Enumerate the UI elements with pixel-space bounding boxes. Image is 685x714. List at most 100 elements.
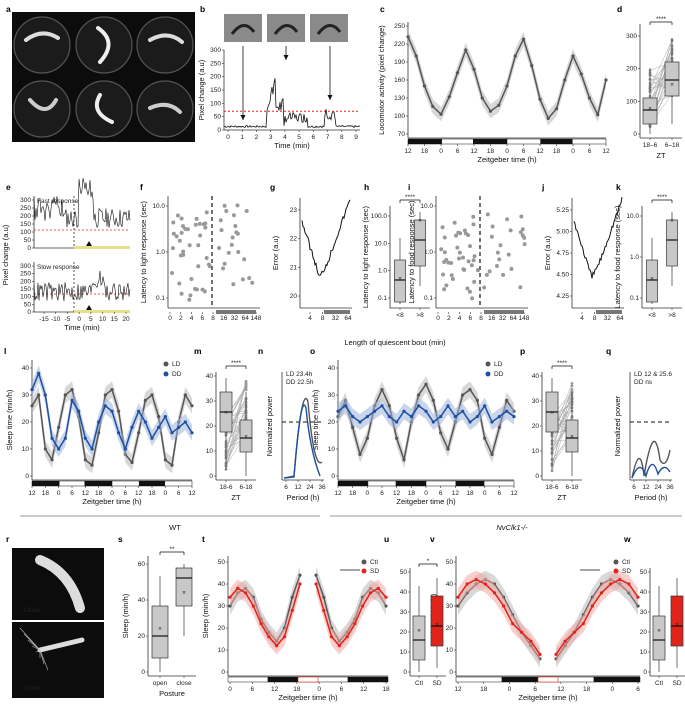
panel-b-arrow-head	[283, 55, 289, 60]
panel-f-left-data-point	[181, 249, 186, 254]
panel-l-dd-point	[37, 371, 41, 375]
animal-silhouette	[148, 33, 184, 44]
panel-o-legend-ld: LD	[494, 361, 503, 368]
panel-d-ytick-label: 100	[626, 98, 637, 105]
panel-c-ytick-label: 220	[394, 41, 405, 48]
panel-t-sd-a-point	[282, 635, 287, 639]
panel-p-sig-label: ****	[557, 360, 568, 367]
panel-l-light-dark-bar	[31, 480, 60, 487]
panel-i-left-data-point	[452, 220, 457, 225]
panel-m-ytick-label: 0	[209, 473, 213, 480]
panel-o-light-dark-bar	[455, 480, 485, 487]
panel-l-legend-dd-marker	[163, 371, 169, 377]
panel-l-light-dark-bar	[138, 480, 166, 487]
panel-f-left-data-point	[187, 297, 192, 302]
panel-c-xtick-label: 12	[404, 148, 412, 155]
panel-b-ytick-label: 250	[210, 60, 221, 67]
panel-o-ld-point	[402, 458, 406, 462]
panel-l-xtick-label: 12	[28, 490, 36, 497]
panel-j-ytick-label: 4.50	[556, 272, 569, 279]
panel-l-ld-point	[150, 393, 154, 397]
panel-h-short-mean-marker: ×	[398, 276, 402, 283]
panel-o-light-dark-bar	[395, 480, 427, 487]
panel-e-trace	[33, 178, 131, 228]
panel-v-sd-b-point	[599, 591, 604, 595]
panel-c-xtick-label: 6	[456, 148, 460, 155]
panel-w-ytick-label: 0	[643, 669, 647, 676]
well-plate-well	[136, 16, 194, 74]
panel-v-sd-a-point	[465, 582, 469, 586]
panel-q-xtick-label: 24	[654, 484, 662, 491]
panel-m-paired-line	[225, 411, 247, 446]
panel-letter-j: j	[541, 182, 544, 192]
panel-b-ytick-label: 0	[217, 127, 221, 134]
panel-t-sd-a-point	[267, 635, 271, 639]
panel-c-point	[521, 37, 526, 41]
panel-i-xtick-label: 64	[510, 315, 518, 322]
panel-b-xlabel: Time (min)	[274, 141, 310, 150]
panel-g-ytick-label: 22	[290, 236, 298, 243]
panel-i-right-data-point	[494, 264, 499, 269]
panel-b-xtick-label: 8	[340, 134, 344, 141]
panel-e-bottom-ytick-label: 100	[20, 294, 31, 301]
panel-m-ytick-label: 30	[206, 398, 214, 405]
panel-i-left-data-point	[457, 256, 462, 261]
panel-i-left-data-point	[472, 279, 477, 284]
panel-o-dd-point	[446, 404, 450, 408]
panel-l-ld-point	[103, 393, 107, 397]
panel-f-left-data-point	[179, 230, 184, 235]
panel-b-ytick-label: 50	[214, 114, 222, 121]
panel-k-short-box	[646, 259, 658, 303]
panel-c-xtick-label: 18	[553, 148, 561, 155]
panel-l-ld-point	[50, 458, 54, 462]
panel-o-ld-point	[424, 382, 428, 386]
panel-u-sd-box	[430, 595, 444, 647]
panel-o-ld-point	[446, 447, 450, 451]
panel-f-right-data-point	[229, 242, 234, 247]
panel-s-close-mean-marker: ×	[182, 590, 186, 597]
panel-letter-h: h	[364, 182, 369, 192]
panel-m-sig-label: ****	[231, 360, 242, 367]
panel-o-xtick-label: 12	[452, 490, 460, 497]
panel-v-xlabel: Zeitgeber time (h)	[518, 693, 578, 702]
panel-f-left-data-point	[196, 243, 201, 248]
panel-l-dd-point	[110, 409, 114, 413]
panel-o-ld-point	[387, 404, 391, 408]
panel-o-ld-point	[505, 398, 509, 402]
panel-s-ytick-label: 20	[138, 633, 146, 640]
panel-p-day-box	[565, 419, 579, 453]
panel-t-ylabel: Sleep (min/h)	[201, 593, 210, 638]
panel-v-sd-b-point	[581, 622, 585, 626]
panel-f-left-data-point	[200, 287, 205, 292]
panel-l-dd-point	[137, 409, 141, 413]
panel-f-right-data-point	[240, 277, 245, 282]
panel-p-ytick-label: 20	[532, 423, 540, 430]
panel-f-xtick-label: 16	[220, 315, 228, 322]
panel-l-dd-point	[30, 388, 34, 392]
panel-i-left-data-point	[440, 225, 445, 230]
panel-i-left-data-point	[469, 263, 474, 268]
panel-i-left-data-point	[466, 259, 471, 264]
panel-i-right-data-point	[522, 235, 527, 240]
panel-l-xtick-label: 18	[42, 490, 50, 497]
panel-c-xtick-label: 6	[522, 148, 526, 155]
panel-b-frame-thumbnail	[224, 14, 262, 42]
panel-t-light-dark-bar	[347, 676, 389, 683]
panel-g-ylabel: Error (a.u)	[271, 235, 280, 270]
panel-l-dd-point	[123, 447, 127, 451]
panel-u-ytick-label: 40	[400, 589, 408, 596]
panel-o-dd-point	[475, 415, 479, 419]
panel-o-dd-point	[387, 415, 391, 419]
panel-e-bottom-ytick-label: 150	[20, 286, 31, 293]
panel-w-ctl-mean-marker: ×	[657, 628, 661, 635]
panel-c-ytick-label: 190	[394, 59, 405, 66]
panel-v-sd-a-ci-band	[458, 570, 540, 664]
panel-b-xtick-label: 6	[312, 134, 316, 141]
panel-u-ctl-mean-marker: ×	[417, 628, 421, 635]
panel-t-ytick-label: 40	[218, 581, 226, 588]
panel-t-sd-b-point	[329, 635, 334, 639]
panel-t-deprivation-window	[297, 676, 319, 683]
panel-k-ytick-label: 0.1	[630, 295, 639, 302]
panel-c-point	[406, 35, 410, 39]
panel-i-left-data-point	[455, 245, 460, 250]
